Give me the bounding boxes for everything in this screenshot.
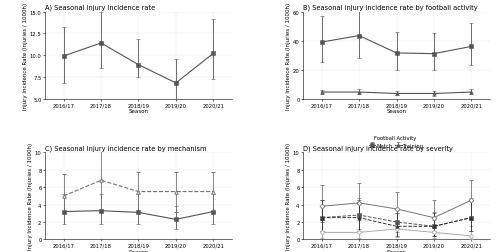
Y-axis label: Injury Incidence Rate (Injuries / 1000h): Injury Incidence Rate (Injuries / 1000h)	[28, 143, 34, 249]
X-axis label: Season: Season	[386, 249, 406, 252]
Y-axis label: Injury Incidence Rate (Injuries / 1000h): Injury Incidence Rate (Injuries / 1000h)	[286, 143, 292, 249]
X-axis label: Season: Season	[128, 109, 148, 114]
Text: C) Seasonal injury incidence rate by mechanism: C) Seasonal injury incidence rate by mec…	[45, 145, 206, 151]
Legend: Match, Training: Match, Training	[366, 133, 426, 150]
X-axis label: Season: Season	[386, 109, 406, 114]
Text: B) Seasonal injury incidence rate by football activity: B) Seasonal injury incidence rate by foo…	[303, 5, 478, 11]
Y-axis label: Injury Incidence Rate (Injuries / 1000h): Injury Incidence Rate (Injuries / 1000h)	[286, 3, 292, 109]
Text: D) Seasonal injury incidence rate by severity: D) Seasonal injury incidence rate by sev…	[303, 145, 453, 151]
Y-axis label: Injury Incidence Rate (Injuries / 1000h): Injury Incidence Rate (Injuries / 1000h)	[24, 3, 28, 109]
X-axis label: Season: Season	[128, 249, 148, 252]
Text: A) Seasonal injury incidence rate: A) Seasonal injury incidence rate	[45, 5, 155, 11]
